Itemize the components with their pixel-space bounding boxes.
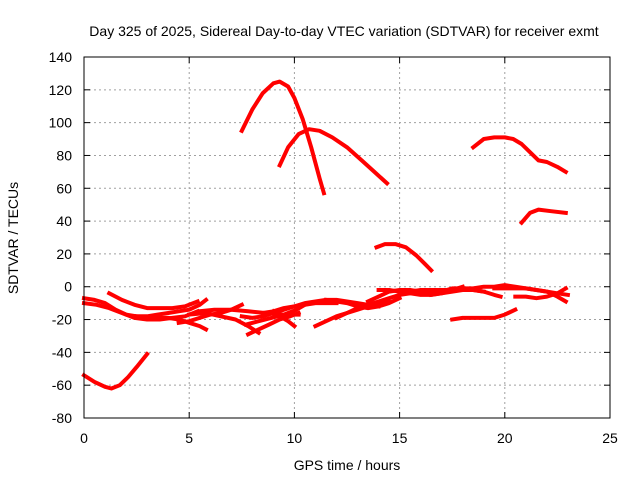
series-line-arc-9 — [106, 290, 201, 311]
x-tick-label: 5 — [185, 430, 193, 446]
series-line-arc-28 — [513, 285, 569, 301]
x-tick-label: 15 — [392, 430, 408, 446]
series-line-arc-15 — [245, 310, 302, 337]
y-tick-label: -40 — [52, 344, 72, 360]
y-tick-label: 40 — [56, 213, 72, 229]
y-tick-label: 20 — [56, 246, 72, 262]
series-line-arc-12 — [187, 311, 262, 336]
series-line-arc-6 — [518, 207, 569, 226]
series-line-arc-1 — [81, 351, 150, 391]
y-tick-label: 60 — [56, 180, 72, 196]
series-line-arc-2 — [239, 79, 327, 196]
y-tick-label: -20 — [52, 312, 72, 328]
x-tick-label: 0 — [80, 430, 88, 446]
series-layer — [81, 79, 571, 391]
y-tick-label: -80 — [52, 410, 72, 426]
x-tick-label: 10 — [287, 430, 303, 446]
series-line-arc-21 — [333, 291, 413, 321]
series-line-arc-18 — [270, 308, 298, 329]
axis-ticks: 0 5 10 15 20 25 -80 -60 -40 -20 0 20 40 60 80 100 120 140 — [49, 49, 618, 446]
y-tick-label: 120 — [49, 82, 73, 98]
y-tick-label: 80 — [56, 147, 72, 163]
series-line-arc-26 — [449, 307, 518, 322]
series-line-arc-4 — [373, 242, 435, 274]
grid — [84, 57, 610, 418]
x-tick-label: 20 — [497, 430, 513, 446]
series-line-arc-25 — [428, 288, 504, 300]
y-tick-label: -60 — [52, 377, 72, 393]
chart-title: Day 325 of 2025, Sidereal Day-to-day VTE… — [89, 23, 598, 39]
series-line-arc-5 — [470, 135, 569, 175]
x-tick-label: 25 — [602, 430, 618, 446]
series-line-arc-10 — [134, 314, 209, 333]
plot-frame — [83, 56, 611, 419]
series-line-arc-3 — [277, 127, 390, 187]
y-tick-label: 0 — [64, 279, 72, 295]
y-axis-label: SDTVAR / TECUs — [5, 182, 21, 294]
y-tick-label: 140 — [49, 49, 73, 65]
y-tick-label: 100 — [49, 115, 73, 131]
x-axis-label: GPS time / hours — [294, 457, 401, 473]
